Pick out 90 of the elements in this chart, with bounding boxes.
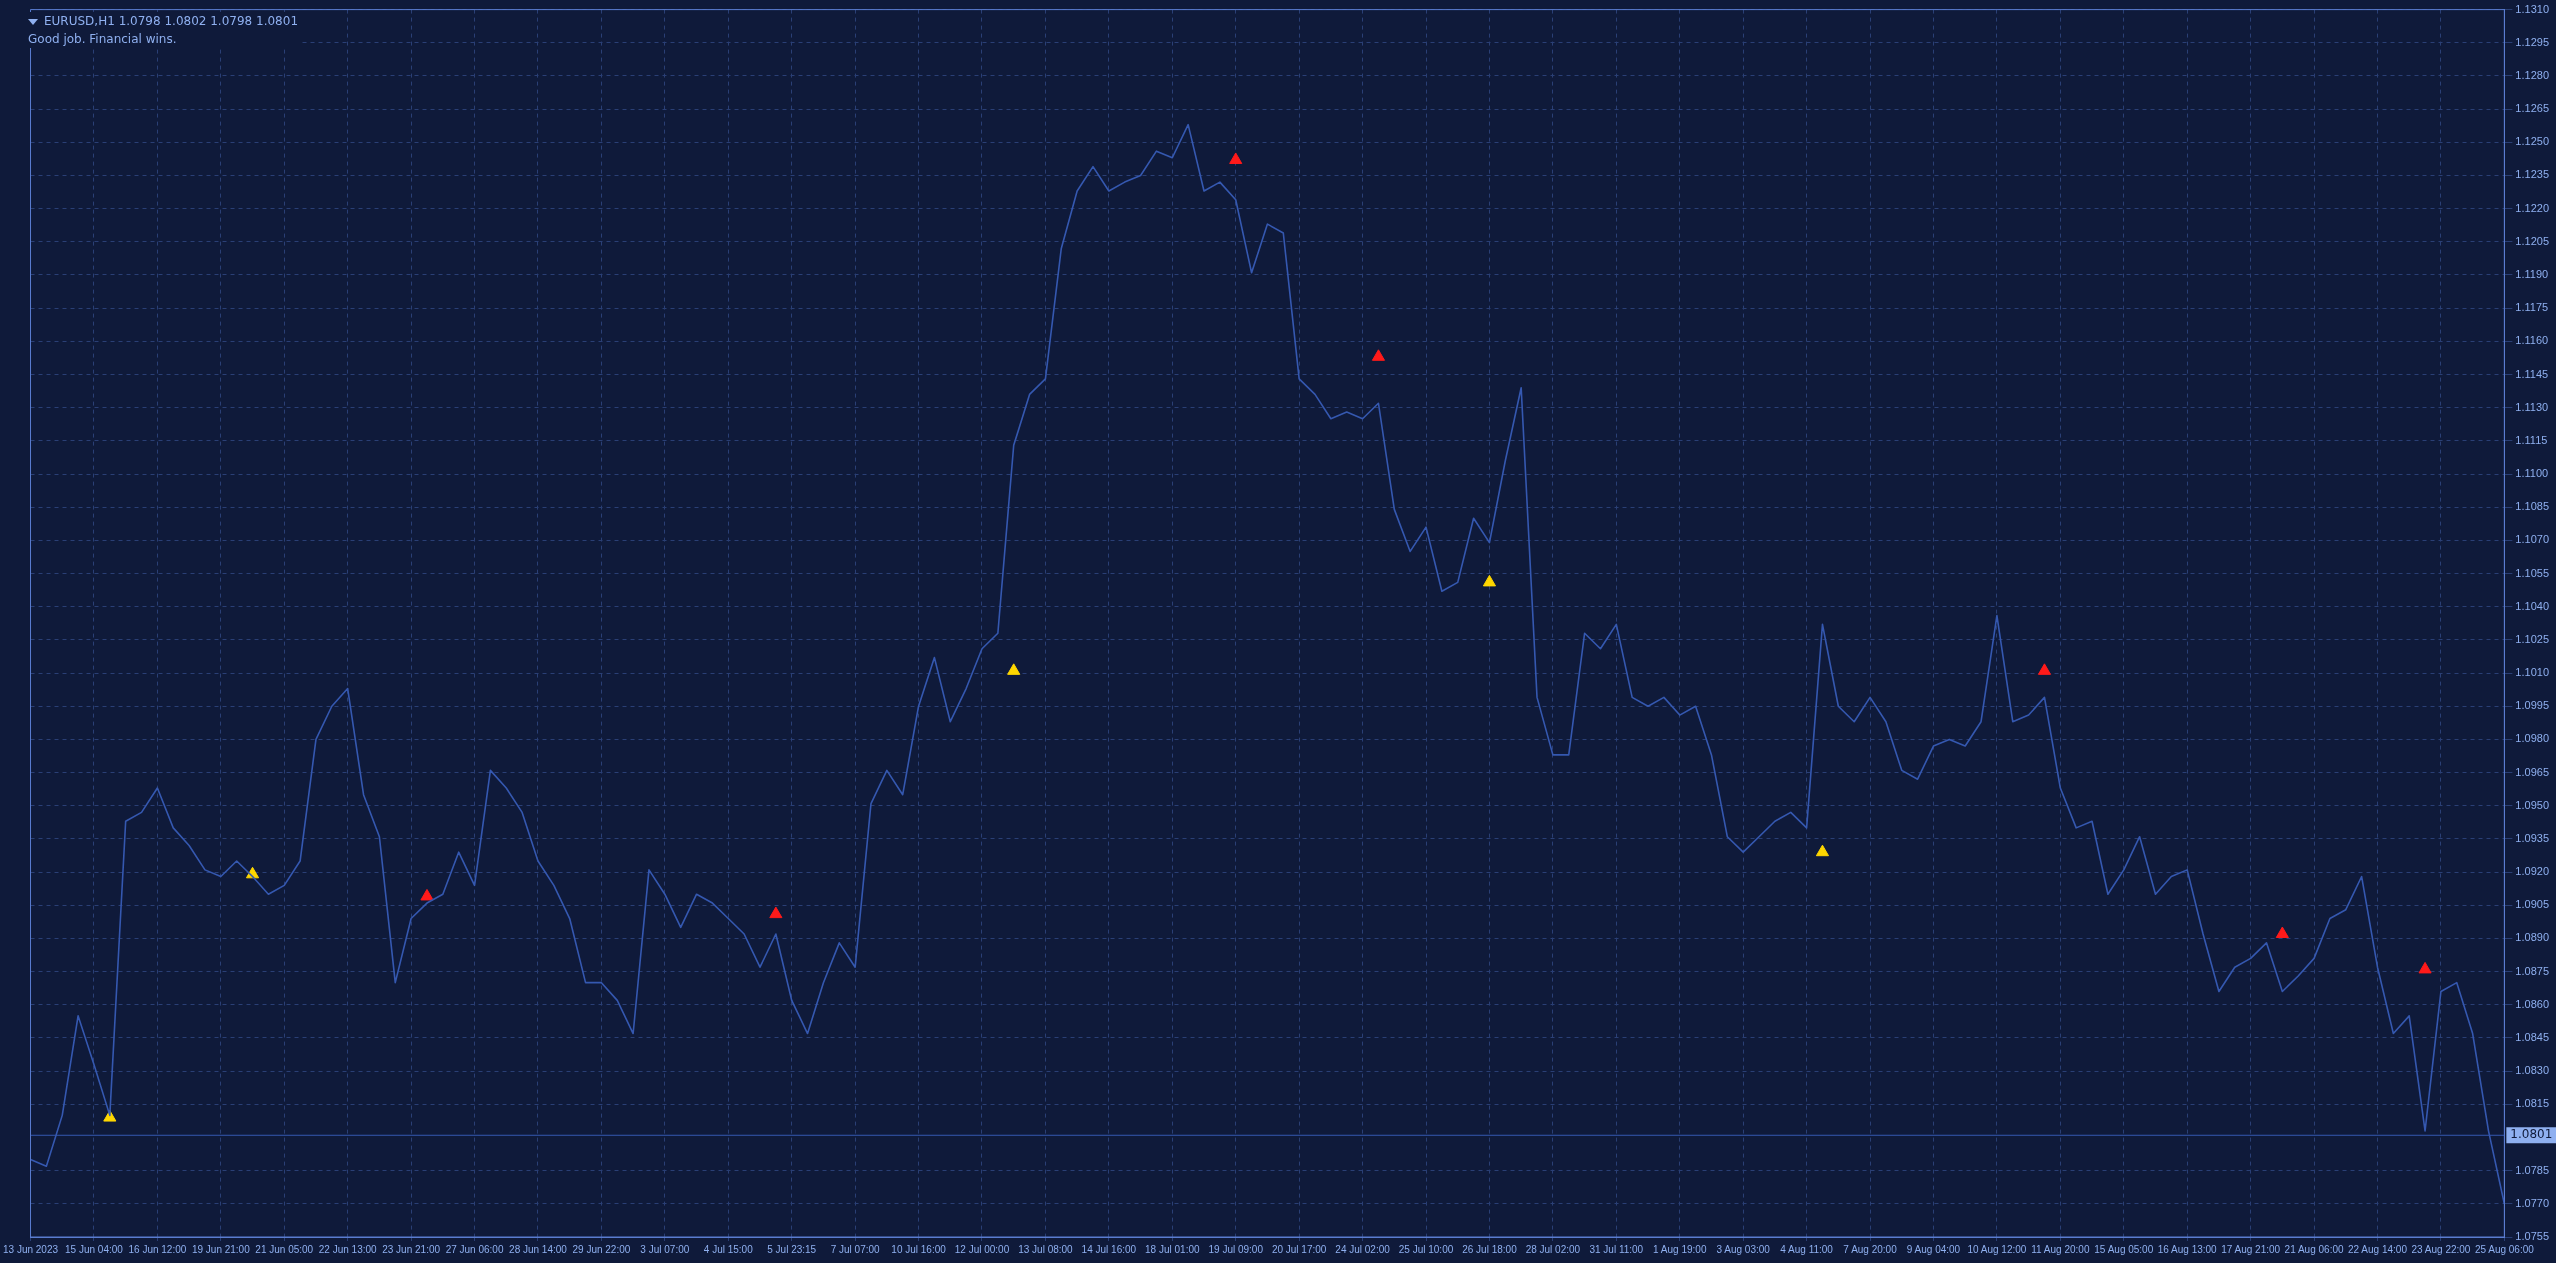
x-tick-label: 13 Jun 2023 [2, 1243, 59, 1255]
y-tick-label: 1.1310 [2515, 2, 2550, 15]
y-tick-label: 1.0860 [2515, 997, 2550, 1010]
y-tick-label: 1.1085 [2515, 500, 2550, 513]
x-tick-label: 15 Jun 04:00 [65, 1243, 124, 1255]
x-tick-label: 22 Aug 14:00 [2348, 1243, 2408, 1255]
x-tick-label: 1 Aug 19:00 [1653, 1243, 1707, 1255]
point [420, 888, 434, 901]
point [1815, 844, 1830, 857]
y-tick-label: 1.1115 [2515, 433, 2548, 446]
x-tick-label: 28 Jul 02:00 [1525, 1243, 1581, 1255]
x-tick-label: 15 Aug 05:00 [2094, 1243, 2154, 1255]
text: Good job. Financial wins. [28, 31, 178, 48]
y-tick-label: 1.1235 [2515, 168, 2550, 181]
point [2418, 961, 2432, 974]
x-tick-label: 4 Aug 11:00 [1780, 1243, 1834, 1255]
y-tick-label: 1.1175 [2515, 301, 2549, 314]
y-tick-label: 1.0965 [2515, 765, 2550, 778]
x-tick-label: 28 Jun 14:00 [509, 1243, 568, 1255]
ref-line-label: 1.0801 [2510, 1127, 2553, 1142]
y-tick-label: 1.1220 [2515, 201, 2550, 214]
x-tick-label: 14 Jul 16:00 [1081, 1243, 1137, 1255]
point [2037, 663, 2052, 675]
y-tick-label: 1.1190 [2515, 268, 2549, 281]
y-tick-label: 1.0995 [2515, 699, 2550, 712]
x-tick-label: 21 Jun 05:00 [255, 1243, 314, 1255]
y-tick-label: 1.0980 [2515, 732, 2550, 745]
point [2275, 926, 2289, 939]
x-tick-label: 22 Jun 13:00 [318, 1243, 378, 1255]
x-tick-label: 10 Aug 12:00 [1967, 1243, 2027, 1255]
y-tick-label: 1.1280 [2515, 68, 2550, 81]
y-tick-label: 1.1250 [2515, 135, 2550, 148]
y-tick-label: 1.1130 [2515, 400, 2549, 413]
y-tick-label: 1.0950 [2515, 798, 2550, 811]
x-tick-label: 23 Aug 22:00 [2411, 1243, 2471, 1255]
y-tick-label: 1.0845 [2515, 1030, 2550, 1043]
x-tick-label: 4 Jul 15:00 [703, 1243, 754, 1255]
y-tick-label: 1.1145 [2515, 367, 2549, 380]
x-tick-label: 19 Jun 21:00 [191, 1243, 251, 1255]
x-tick-label: 11 Aug 20:00 [2031, 1243, 2090, 1255]
y-tick-label: 1.0755 [2515, 1230, 2550, 1243]
x-tick-label: 18 Jul 01:00 [1145, 1243, 1200, 1255]
y-tick-label: 1.1040 [2515, 599, 2550, 612]
y-tick-label: 1.1160 [2515, 334, 2549, 347]
y-tick-label: 1.0935 [2515, 831, 2550, 844]
x-tick-label: 7 Jul 07:00 [830, 1243, 881, 1255]
x-tick-label: 31 Jul 11:00 [1589, 1243, 1644, 1255]
point [769, 906, 783, 919]
x-tick-label: 26 Jul 18:00 [1462, 1243, 1518, 1255]
y-tick-label: 1.0890 [2515, 931, 2550, 944]
x-tick-label: 7 Aug 20:00 [1843, 1243, 1898, 1255]
point [1007, 663, 1021, 675]
y-tick-label: 1.0905 [2515, 898, 2550, 911]
x-tick-label: 3 Aug 03:00 [1716, 1243, 1771, 1255]
x-tick-label: 3 Jul 07:00 [640, 1243, 690, 1255]
y-tick-label: 1.1295 [2515, 35, 2550, 48]
x-tick-label: 13 Jul 08:00 [1018, 1243, 1074, 1255]
y-tick-label: 1.1205 [2515, 234, 2550, 247]
y-tick-label: 1.0815 [2515, 1097, 2550, 1110]
x-tick-label: 17 Aug 21:00 [2221, 1243, 2281, 1255]
x-tick-label: 29 Jun 22:00 [572, 1243, 631, 1255]
x-tick-label: 25 Aug 06:00 [2474, 1243, 2535, 1255]
x-tick-label: 16 Jun 12:00 [128, 1243, 187, 1255]
x-tick-label: 27 Jun 06:00 [445, 1243, 504, 1255]
x-tick-label: 19 Jul 09:00 [1208, 1243, 1264, 1255]
y-tick-label: 1.1265 [2515, 102, 2550, 115]
x-tick-label: 20 Jul 17:00 [1271, 1243, 1327, 1255]
x-tick-label: 12 Jul 00:00 [954, 1243, 1010, 1255]
y-tick-label: 1.0830 [2515, 1064, 2550, 1077]
point [1229, 152, 1243, 164]
y-tick-label: 1.0920 [2515, 865, 2550, 878]
y-tick-label: 1.0875 [2515, 964, 2550, 977]
x-tick-label: 21 Aug 06:00 [2284, 1243, 2344, 1255]
x-tick-label: 10 Jul 16:00 [891, 1243, 947, 1255]
x-tick-label: 16 Aug 13:00 [2157, 1243, 2218, 1255]
x-tick-label: 25 Jul 10:00 [1398, 1243, 1454, 1255]
x-tick-label: 23 Jun 21:00 [382, 1243, 441, 1255]
x-tick-label: 5 Jul 23:15 [767, 1243, 817, 1255]
x-tick-label: 9 Aug 04:00 [1906, 1243, 1961, 1255]
point [1371, 349, 1386, 361]
y-tick-label: 1.0770 [2515, 1196, 2550, 1209]
y-tick-label: 1.1010 [2515, 666, 2550, 679]
y-tick-label: 1.1025 [2515, 632, 2550, 645]
x-tick-label: 24 Jul 02:00 [1335, 1243, 1391, 1255]
y-tick-label: 1.0785 [2515, 1163, 2550, 1176]
y-tick-label: 1.1070 [2515, 533, 2550, 546]
chart-title: EURUSD,H1 1.0798 1.0802 1.0798 1.0801 [44, 14, 299, 28]
y-tick-label: 1.1100 [2515, 467, 2549, 480]
point [1482, 574, 1497, 587]
y-tick-label: 1.1055 [2515, 566, 2550, 579]
